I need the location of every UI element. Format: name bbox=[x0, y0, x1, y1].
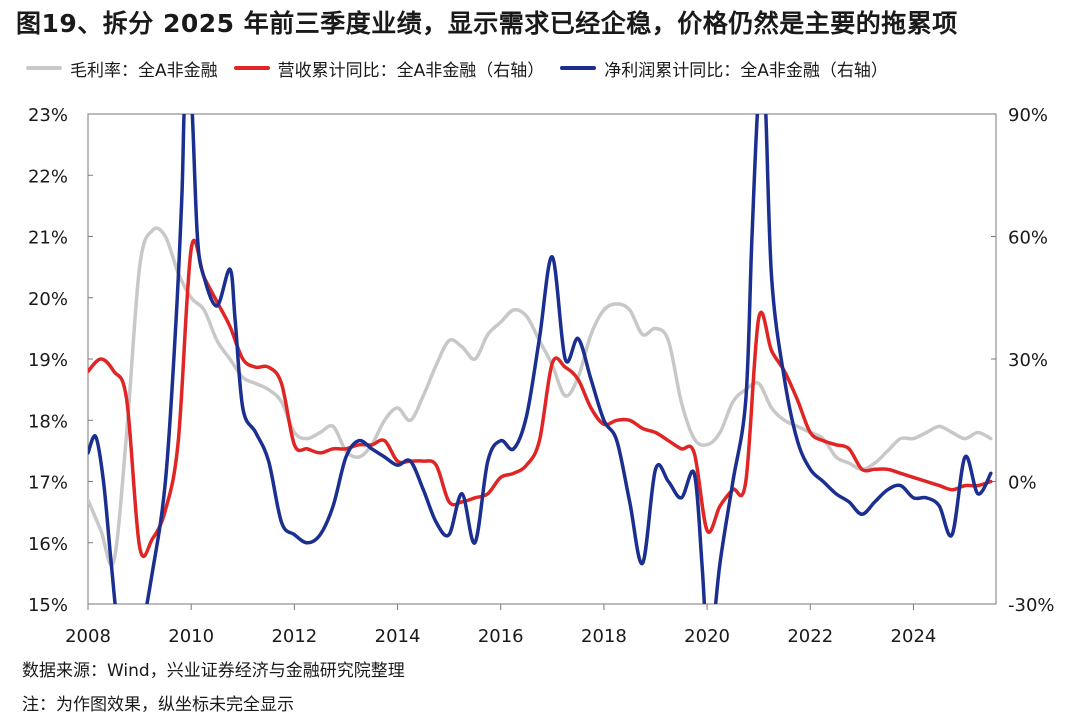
legend-label-revenue: 营收累计同比：全A非金融（右轴） bbox=[277, 60, 545, 81]
x-tick-label: 2016 bbox=[478, 626, 524, 647]
legend-label-gross-margin: 毛利率：全A非金融 bbox=[70, 60, 218, 81]
y-left-tick-label: 15% bbox=[28, 595, 68, 616]
data-source: 数据来源：Wind，兴业证券经济与金融研究院整理 bbox=[22, 661, 405, 681]
x-tick-label: 2008 bbox=[65, 626, 111, 647]
y-left-tick-label: 23% bbox=[28, 105, 68, 126]
x-tick-label: 2012 bbox=[271, 626, 317, 647]
legend-item-revenue: 营收累计同比：全A非金融（右轴） bbox=[233, 56, 545, 81]
x-tick-label: 2022 bbox=[787, 626, 833, 647]
x-tick-label: 2018 bbox=[581, 626, 627, 647]
x-tick-label: 2014 bbox=[375, 626, 421, 647]
y-right-tick-label: 0% bbox=[1008, 473, 1037, 494]
series-line-revenue bbox=[88, 238, 993, 558]
legend-item-gross-margin: 毛利率：全A非金融 bbox=[26, 56, 218, 81]
chart-note: 注：为作图效果，纵坐标未完全显示 bbox=[22, 695, 294, 715]
legend-swatch-gross-margin bbox=[26, 66, 62, 70]
y-left-tick-label: 20% bbox=[28, 289, 68, 310]
x-tick-label: 2010 bbox=[168, 626, 214, 647]
series-line-gross-margin bbox=[88, 226, 993, 567]
plot-frame bbox=[87, 113, 997, 605]
y-left-tick-label: 21% bbox=[28, 228, 68, 249]
x-tick-label: 2024 bbox=[891, 626, 937, 647]
legend-swatch-revenue bbox=[233, 66, 270, 70]
y-right-tick-label: 90% bbox=[1008, 105, 1048, 126]
y-right-tick-label: -30% bbox=[1008, 595, 1055, 616]
legend-swatch-net-profit bbox=[560, 66, 597, 70]
y-right-tick-label: 60% bbox=[1008, 228, 1048, 249]
y-right-tick-label: 30% bbox=[1008, 350, 1048, 371]
series-line-net-profit bbox=[88, 114, 993, 604]
legend-item-net-profit: 净利润累计同比：全A非金融（右轴） bbox=[560, 56, 888, 81]
y-left-tick-label: 17% bbox=[28, 473, 68, 494]
legend: 毛利率：全A非金融 营收累计同比：全A非金融（右轴） 净利润累计同比：全A非金融… bbox=[26, 54, 904, 82]
y-left-tick-label: 16% bbox=[28, 534, 68, 555]
y-left-tick-label: 19% bbox=[28, 350, 68, 371]
chart-title: 图19、拆分 2025 年前三季度业绩，显示需求已经企稳，价格仍然是主要的拖累项 bbox=[16, 9, 958, 38]
y-left-tick-label: 22% bbox=[28, 166, 68, 187]
plot-area bbox=[88, 114, 993, 604]
legend-label-net-profit: 净利润累计同比：全A非金融（右轴） bbox=[604, 60, 888, 81]
x-tick-label: 2020 bbox=[684, 626, 730, 647]
y-left-tick-label: 18% bbox=[28, 411, 68, 432]
